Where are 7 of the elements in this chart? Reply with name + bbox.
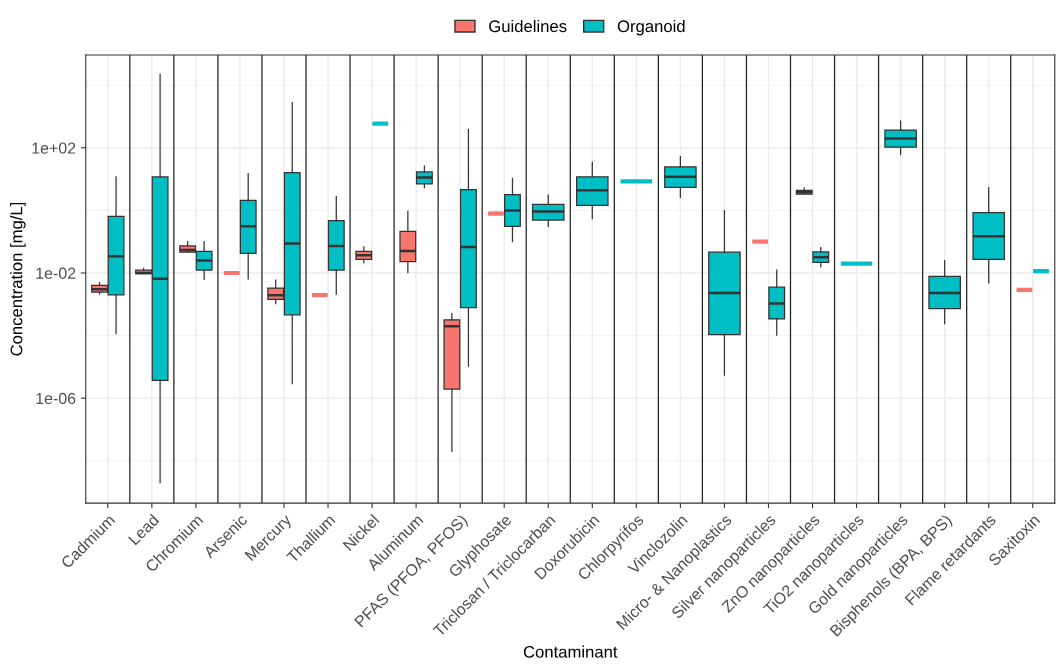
legend-label: Guidelines <box>489 19 567 33</box>
y-tick-label: 1e+02 <box>32 142 76 154</box>
x-axis-title: Contaminant <box>523 645 618 658</box>
y-axis-title: Concentration [mg/L] <box>10 202 26 356</box>
y-tick-label: 1e-06 <box>36 392 76 405</box>
y-tick-label: 1e-02 <box>36 267 76 279</box>
legend-label: Organoid <box>617 19 685 36</box>
